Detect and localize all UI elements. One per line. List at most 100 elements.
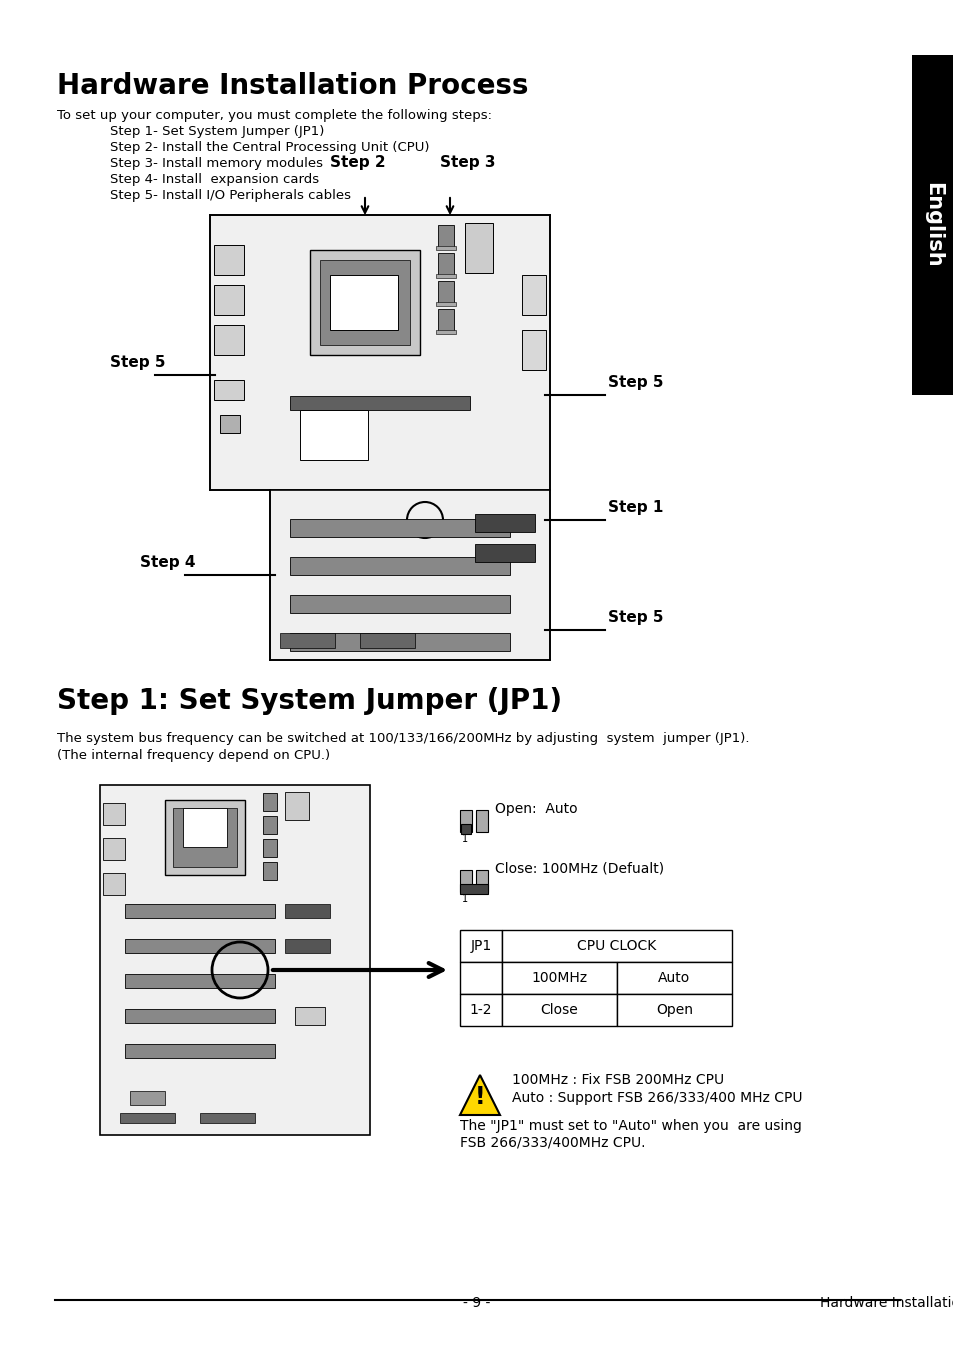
Bar — [263, 794, 276, 811]
Bar — [290, 519, 510, 537]
Bar — [330, 274, 397, 330]
Bar — [459, 963, 501, 994]
Text: Open: Open — [656, 1003, 692, 1017]
Bar — [437, 310, 454, 331]
Bar — [501, 930, 731, 963]
Bar — [285, 904, 330, 918]
Text: Step 3: Step 3 — [439, 155, 495, 170]
Bar — [459, 869, 472, 892]
Bar — [213, 324, 244, 356]
Bar — [521, 330, 545, 370]
Bar — [501, 994, 617, 1026]
Bar — [290, 396, 470, 410]
Bar — [165, 800, 245, 875]
Text: Step 3- Install memory modules: Step 3- Install memory modules — [110, 157, 323, 170]
Text: Step 2: Step 2 — [330, 155, 385, 170]
Text: Open:  Auto: Open: Auto — [495, 802, 577, 817]
Bar — [213, 245, 244, 274]
Bar — [103, 803, 125, 825]
Text: Auto : Support FSB 266/333/400 MHz CPU: Auto : Support FSB 266/333/400 MHz CPU — [512, 1091, 801, 1105]
Bar — [270, 489, 550, 660]
Text: The system bus frequency can be switched at 100/133/166/200MHz by adjusting  sys: The system bus frequency can be switched… — [57, 731, 749, 745]
Bar — [459, 930, 501, 963]
Bar — [476, 869, 488, 892]
Bar — [911, 55, 953, 395]
Bar — [521, 274, 545, 315]
Bar — [213, 285, 244, 315]
Text: Auto: Auto — [658, 971, 690, 986]
Bar — [436, 330, 456, 334]
Text: Step 5: Step 5 — [607, 610, 662, 625]
Bar — [290, 595, 510, 612]
Bar — [200, 1113, 254, 1124]
Bar — [501, 963, 617, 994]
Bar — [280, 633, 335, 648]
Bar — [125, 973, 274, 988]
Polygon shape — [459, 1075, 499, 1115]
Text: - 9 -: - 9 - — [463, 1297, 490, 1310]
Bar — [263, 863, 276, 880]
Text: 100MHz : Fix FSB 200MHz CPU: 100MHz : Fix FSB 200MHz CPU — [512, 1073, 723, 1087]
Bar — [290, 557, 510, 575]
Bar — [459, 884, 488, 894]
Bar — [475, 544, 535, 562]
Bar — [125, 940, 274, 953]
Bar — [475, 514, 535, 531]
Bar — [476, 810, 488, 831]
Bar — [310, 250, 419, 356]
Text: CPU CLOCK: CPU CLOCK — [577, 940, 656, 953]
Bar — [459, 994, 501, 1026]
Bar — [285, 940, 330, 953]
Bar — [125, 904, 274, 918]
Text: Close: Close — [540, 1003, 578, 1017]
Text: Step 5- Install I/O Peripherals cables: Step 5- Install I/O Peripherals cables — [110, 189, 351, 201]
Bar — [120, 1113, 174, 1124]
Bar — [299, 410, 368, 460]
Text: The "JP1" must set to "Auto" when you  are using: The "JP1" must set to "Auto" when you ar… — [459, 1119, 801, 1133]
Text: Step 4: Step 4 — [140, 556, 195, 571]
Bar — [459, 810, 472, 831]
Text: To set up your computer, you must complete the following steps:: To set up your computer, you must comple… — [57, 110, 492, 122]
Bar — [359, 633, 415, 648]
Bar — [290, 633, 510, 652]
Bar — [125, 1009, 274, 1023]
Text: 1: 1 — [461, 834, 468, 844]
Bar — [436, 301, 456, 306]
Bar — [319, 260, 410, 345]
Bar — [125, 1044, 274, 1059]
Text: (The internal frequency depend on CPU.): (The internal frequency depend on CPU.) — [57, 749, 330, 763]
Text: Step 2- Install the Central Processing Unit (CPU): Step 2- Install the Central Processing U… — [110, 141, 429, 154]
Bar — [617, 963, 731, 994]
Text: JP1: JP1 — [470, 940, 491, 953]
Text: 100MHz: 100MHz — [531, 971, 587, 986]
Text: Step 1: Set System Jumper (JP1): Step 1: Set System Jumper (JP1) — [57, 687, 561, 715]
Bar — [437, 281, 454, 303]
Bar — [617, 994, 731, 1026]
Bar — [263, 817, 276, 834]
Bar — [210, 215, 550, 489]
Text: !: ! — [475, 1086, 485, 1109]
Bar — [436, 246, 456, 250]
Text: Step 1: Step 1 — [607, 500, 662, 515]
Text: Hardware Installation Process: Hardware Installation Process — [57, 72, 528, 100]
Text: Step 4- Install  expansion cards: Step 4- Install expansion cards — [110, 173, 319, 187]
Text: Step 1- Set System Jumper (JP1): Step 1- Set System Jumper (JP1) — [110, 124, 324, 138]
Bar — [100, 786, 370, 1134]
Bar — [130, 1091, 165, 1105]
Bar — [436, 274, 456, 279]
Text: Close: 100MHz (Defualt): Close: 100MHz (Defualt) — [495, 863, 663, 876]
Bar — [103, 873, 125, 895]
Text: 1: 1 — [461, 894, 468, 904]
Text: 1-2: 1-2 — [469, 1003, 492, 1017]
Bar — [103, 838, 125, 860]
Bar — [172, 808, 236, 867]
Text: English: English — [923, 183, 942, 268]
Bar — [437, 253, 454, 274]
Text: Step 5: Step 5 — [110, 356, 165, 370]
Bar — [437, 224, 454, 247]
Text: Hardware Installation Process: Hardware Installation Process — [820, 1297, 953, 1310]
Bar — [464, 223, 493, 273]
Bar — [263, 840, 276, 857]
Bar — [183, 808, 227, 846]
Bar — [285, 792, 309, 821]
